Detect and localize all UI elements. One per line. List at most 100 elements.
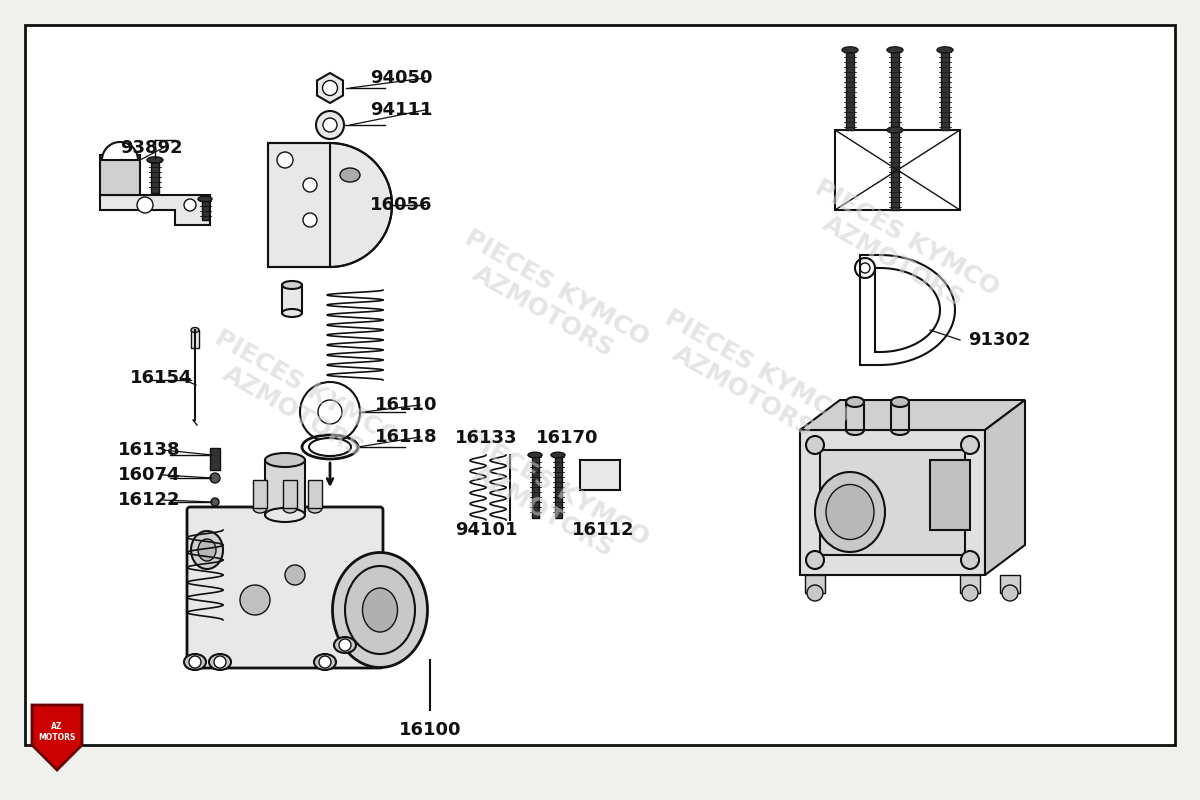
Bar [283, 480, 298, 508]
Ellipse shape [362, 588, 397, 632]
Wedge shape [330, 143, 392, 267]
Ellipse shape [887, 126, 904, 134]
Polygon shape [985, 400, 1025, 575]
Text: 16133: 16133 [455, 429, 517, 447]
Circle shape [340, 639, 352, 651]
Circle shape [323, 118, 337, 132]
Polygon shape [32, 705, 82, 770]
Bar [890, 402, 910, 430]
Polygon shape [317, 73, 343, 103]
Bar [930, 460, 970, 530]
Text: 16122: 16122 [118, 491, 180, 509]
Polygon shape [268, 143, 330, 267]
Text: PIECES KYMCO
AZMOTORS: PIECES KYMCO AZMOTORS [446, 426, 653, 574]
Ellipse shape [826, 485, 874, 539]
Bar [253, 480, 266, 508]
Text: 16154: 16154 [130, 369, 192, 387]
Ellipse shape [937, 46, 953, 53]
Ellipse shape [148, 157, 163, 163]
Polygon shape [100, 195, 210, 225]
Bar [202, 199, 209, 220]
Bar [151, 160, 158, 193]
Bar [268, 143, 330, 267]
Ellipse shape [209, 654, 230, 670]
Text: AZ
MOTORS: AZ MOTORS [38, 722, 76, 742]
Bar [890, 50, 899, 130]
Circle shape [137, 197, 154, 213]
Ellipse shape [890, 425, 910, 435]
Bar [554, 455, 562, 518]
Ellipse shape [332, 553, 427, 667]
Text: PIECES KYMCO
AZMOTORS: PIECES KYMCO AZMOTORS [797, 175, 1003, 325]
Bar [805, 575, 826, 593]
Circle shape [190, 656, 202, 668]
Circle shape [240, 585, 270, 615]
Text: 94050: 94050 [370, 69, 432, 87]
Text: 16110: 16110 [374, 396, 438, 414]
Text: 94111: 94111 [370, 101, 432, 119]
Ellipse shape [265, 508, 305, 522]
Ellipse shape [191, 531, 223, 569]
Text: 16170: 16170 [536, 429, 599, 447]
Ellipse shape [198, 196, 212, 202]
Circle shape [302, 213, 317, 227]
Text: 93892: 93892 [120, 139, 182, 157]
Bar [191, 330, 199, 348]
Circle shape [214, 656, 226, 668]
Circle shape [318, 400, 342, 424]
Ellipse shape [198, 539, 216, 561]
Ellipse shape [551, 452, 565, 458]
Bar [308, 480, 322, 508]
Bar [846, 402, 864, 430]
Text: 16118: 16118 [374, 428, 438, 446]
Bar [890, 130, 899, 210]
Ellipse shape [890, 397, 910, 407]
Text: PIECES KYMCO
AZMOTORS: PIECES KYMCO AZMOTORS [647, 306, 853, 454]
Ellipse shape [265, 453, 305, 467]
Text: 16056: 16056 [370, 196, 432, 214]
Ellipse shape [846, 425, 864, 435]
Bar [265, 460, 305, 515]
Ellipse shape [314, 654, 336, 670]
Circle shape [961, 436, 979, 454]
Bar [282, 285, 302, 313]
Bar [846, 50, 854, 130]
Bar [580, 460, 620, 490]
Text: 16074: 16074 [118, 466, 180, 484]
Circle shape [808, 585, 823, 601]
Bar [1000, 575, 1020, 593]
Circle shape [806, 436, 824, 454]
Ellipse shape [815, 472, 886, 552]
Ellipse shape [191, 327, 199, 333]
Text: 16138: 16138 [118, 441, 181, 459]
Bar [210, 448, 220, 470]
Circle shape [316, 111, 344, 139]
Ellipse shape [253, 503, 266, 513]
Ellipse shape [283, 503, 298, 513]
Wedge shape [102, 142, 138, 160]
Polygon shape [800, 430, 985, 575]
Polygon shape [100, 155, 140, 195]
Polygon shape [820, 450, 965, 555]
Circle shape [961, 551, 979, 569]
Bar [960, 575, 980, 593]
Ellipse shape [346, 566, 415, 654]
Circle shape [286, 565, 305, 585]
Ellipse shape [340, 168, 360, 182]
Text: PIECES KYMCO
AZMOTORS: PIECES KYMCO AZMOTORS [197, 326, 403, 474]
Text: 16100: 16100 [398, 721, 461, 739]
Circle shape [184, 199, 196, 211]
Bar [532, 455, 539, 518]
Ellipse shape [528, 452, 542, 458]
Ellipse shape [184, 654, 206, 670]
Text: 91302: 91302 [968, 331, 1031, 349]
Circle shape [806, 551, 824, 569]
Circle shape [319, 656, 331, 668]
Ellipse shape [310, 438, 352, 456]
Ellipse shape [308, 503, 322, 513]
Circle shape [277, 152, 293, 168]
FancyBboxPatch shape [187, 507, 383, 668]
Ellipse shape [887, 46, 904, 53]
Circle shape [962, 585, 978, 601]
Ellipse shape [282, 309, 302, 317]
